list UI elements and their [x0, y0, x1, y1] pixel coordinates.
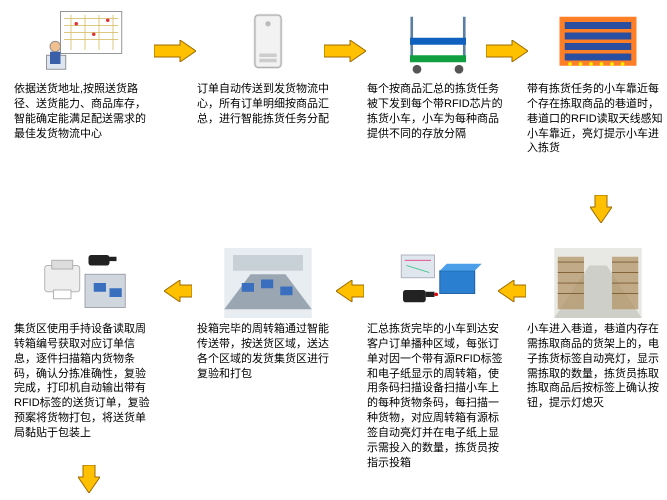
- flow-node-n5: 小车进入巷道，巷道内存在需拣取商品的货架上的，电子拣货标签自动亮灯，显示需拣取的…: [525, 248, 667, 411]
- node-text-n2: 订单自动传送到发货物流中心，所有订单明细按商品汇总，进行智能拣货任务分配: [195, 82, 340, 127]
- flow-node-n4: 带有拣货任务的小车靠近每个存在拣取商品的巷道时，巷道口的RFID读取天线感知小车…: [525, 8, 667, 156]
- flow-arrow-a5: [498, 280, 526, 302]
- node-text-n7: 投箱完毕的周转箱通过智能传送带，按送货区域，送达各个区域的发货集货区进行复验和打…: [195, 322, 340, 381]
- node-text-n6: 汇总拣货完毕的小车到达安客户订单播种区域，每张订单对因一个带有源RFID标签和电…: [365, 322, 510, 470]
- node-illustration-n8: [40, 248, 130, 318]
- flow-arrow-a1: [154, 40, 196, 62]
- flow-node-n8: 集货区使用手持设备读取周转箱编号获取对应订单信息，逐件扫描箱内货物条码，确认分拣…: [12, 248, 157, 441]
- flow-arrow-a2: [324, 40, 366, 62]
- node-illustration-n1: [40, 8, 130, 78]
- node-illustration-n7: [223, 248, 313, 318]
- flow-arrow-a6: [336, 280, 364, 302]
- flow-node-n1: 依据送货地址,按照送货路径、送货能力、商品库存，智能确定能满足配送需求的最佳发货…: [12, 8, 157, 141]
- flow-arrow-a4: [590, 195, 612, 223]
- flow-node-n3: 每个按商品汇总的拣货任务被下发到每个带RFID芯片的拣货小车，小车为每种商品提供…: [365, 8, 510, 141]
- node-illustration-n6: [393, 248, 483, 318]
- flow-arrow-a8: [78, 465, 100, 493]
- node-text-n8: 集货区使用手持设备读取周转箱编号获取对应订单信息，逐件扫描箱内货物条码，确认分拣…: [12, 322, 157, 441]
- node-text-n1: 依据送货地址,按照送货路径、送货能力、商品库存，智能确定能满足配送需求的最佳发货…: [12, 82, 157, 141]
- node-illustration-n5: [553, 248, 643, 318]
- node-illustration-n4: [553, 8, 643, 78]
- flow-node-n2: 订单自动传送到发货物流中心，所有订单明细按商品汇总，进行智能拣货任务分配: [195, 8, 340, 127]
- flow-node-n6: 汇总拣货完毕的小车到达安客户订单播种区域，每张订单对因一个带有源RFID标签和电…: [365, 248, 510, 470]
- node-text-n5: 小车进入巷道，巷道内存在需拣取商品的货架上的，电子拣货标签自动亮灯，显示需拣取的…: [525, 322, 667, 411]
- node-text-n4: 带有拣货任务的小车靠近每个存在拣取商品的巷道时，巷道口的RFID读取天线感知小车…: [525, 82, 667, 156]
- node-illustration-n3: [393, 8, 483, 78]
- flow-arrow-a3: [486, 40, 528, 62]
- node-illustration-n2: [223, 8, 313, 78]
- flow-arrow-a7: [164, 280, 192, 302]
- node-text-n3: 每个按商品汇总的拣货任务被下发到每个带RFID芯片的拣货小车，小车为每种商品提供…: [365, 82, 510, 141]
- flow-node-n7: 投箱完毕的周转箱通过智能传送带，按送货区域，送达各个区域的发货集货区进行复验和打…: [195, 248, 340, 381]
